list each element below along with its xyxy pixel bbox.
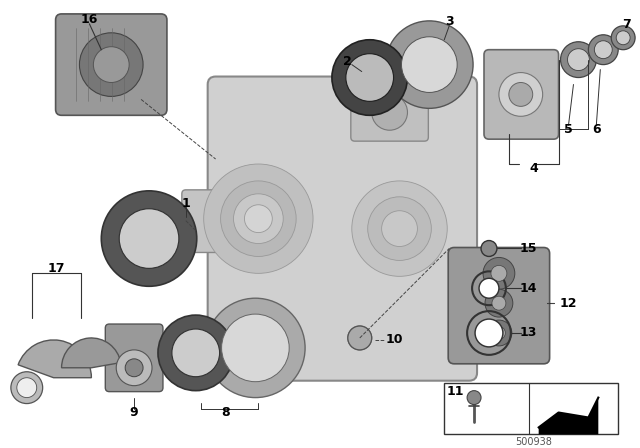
Circle shape	[172, 329, 220, 377]
Circle shape	[492, 296, 506, 310]
Circle shape	[17, 378, 36, 397]
Text: 7: 7	[622, 18, 630, 31]
Circle shape	[568, 49, 589, 71]
Circle shape	[499, 73, 543, 116]
Circle shape	[485, 289, 513, 317]
FancyBboxPatch shape	[448, 247, 550, 364]
Circle shape	[616, 31, 630, 45]
Text: 14: 14	[520, 282, 538, 295]
Polygon shape	[539, 397, 598, 435]
Text: 4: 4	[529, 163, 538, 176]
Text: 13: 13	[520, 327, 538, 340]
Text: 3: 3	[445, 15, 454, 28]
Circle shape	[125, 359, 143, 377]
Circle shape	[481, 241, 497, 256]
Circle shape	[595, 41, 612, 59]
Circle shape	[79, 33, 143, 96]
Circle shape	[221, 181, 296, 256]
Text: 6: 6	[592, 123, 601, 136]
FancyBboxPatch shape	[207, 77, 477, 381]
FancyBboxPatch shape	[182, 190, 225, 253]
Circle shape	[611, 26, 635, 50]
Circle shape	[93, 47, 129, 82]
Text: 12: 12	[560, 297, 577, 310]
Circle shape	[234, 194, 284, 244]
Circle shape	[116, 350, 152, 386]
Text: 5: 5	[564, 123, 573, 136]
Circle shape	[348, 326, 372, 350]
Bar	[444, 383, 618, 435]
Text: 15: 15	[520, 242, 538, 255]
FancyBboxPatch shape	[351, 83, 428, 141]
Circle shape	[467, 391, 481, 405]
FancyBboxPatch shape	[106, 324, 163, 392]
Circle shape	[221, 314, 289, 382]
Circle shape	[475, 319, 503, 347]
Circle shape	[386, 21, 473, 108]
Circle shape	[372, 95, 408, 130]
Text: 8: 8	[221, 406, 230, 419]
Circle shape	[204, 164, 313, 273]
Circle shape	[332, 40, 408, 115]
Text: 16: 16	[81, 13, 98, 26]
Circle shape	[352, 181, 447, 276]
Circle shape	[401, 37, 457, 92]
Circle shape	[348, 326, 372, 350]
Text: 9: 9	[130, 406, 138, 419]
Circle shape	[11, 372, 43, 404]
Circle shape	[119, 209, 179, 268]
Circle shape	[346, 54, 394, 101]
Circle shape	[561, 42, 596, 78]
Wedge shape	[18, 340, 92, 378]
Circle shape	[158, 315, 234, 391]
Wedge shape	[61, 338, 121, 368]
FancyBboxPatch shape	[484, 50, 559, 139]
Circle shape	[244, 205, 272, 233]
Circle shape	[491, 265, 507, 281]
Circle shape	[483, 258, 515, 289]
Text: 17: 17	[48, 262, 65, 275]
Text: 11: 11	[447, 385, 464, 398]
Text: 1: 1	[181, 197, 190, 210]
Circle shape	[492, 327, 506, 340]
Circle shape	[509, 82, 532, 106]
Circle shape	[381, 211, 417, 246]
Circle shape	[486, 320, 512, 346]
Circle shape	[588, 35, 618, 65]
Text: 2: 2	[344, 55, 352, 68]
Circle shape	[101, 191, 196, 286]
Text: 10: 10	[386, 333, 403, 346]
Text: 500938: 500938	[515, 437, 552, 448]
Circle shape	[479, 278, 499, 298]
FancyBboxPatch shape	[56, 14, 167, 115]
Circle shape	[368, 197, 431, 260]
Circle shape	[205, 298, 305, 397]
